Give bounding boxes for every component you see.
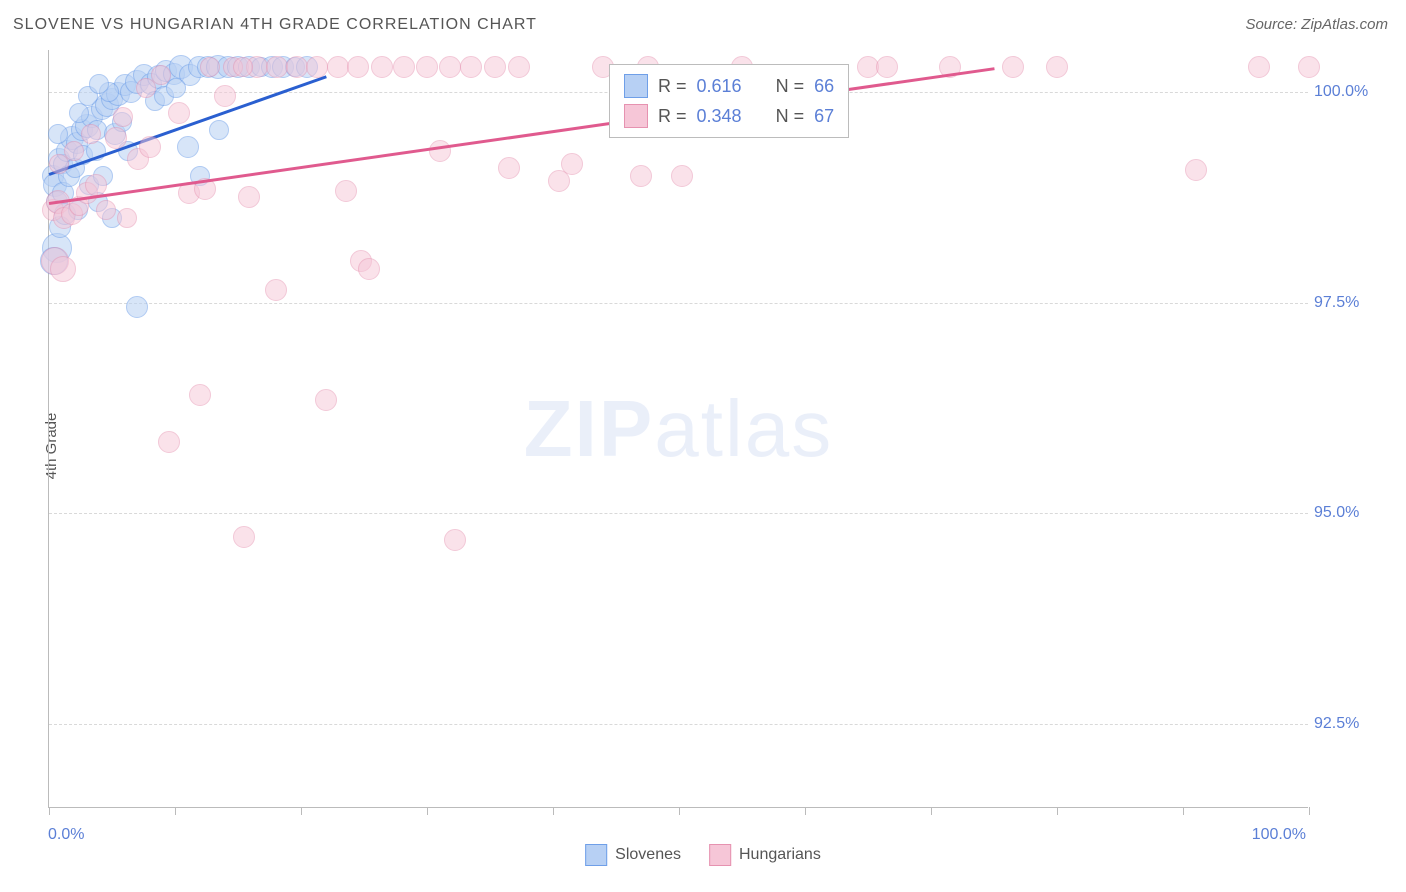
data-point [117, 208, 137, 228]
data-point [265, 279, 287, 301]
data-point [214, 85, 236, 107]
data-point [306, 56, 328, 78]
data-point [1248, 56, 1270, 78]
data-point [876, 56, 898, 78]
x-tick [175, 807, 176, 815]
data-point [1002, 56, 1024, 78]
y-tick-label: 100.0% [1314, 83, 1394, 101]
x-tick [427, 807, 428, 815]
legend-item-slovenes: Slovenes [585, 844, 681, 866]
legend-item-hungarians: Hungarians [709, 844, 821, 866]
data-point [286, 56, 308, 78]
x-axis-max-label: 100.0% [1252, 826, 1306, 844]
data-point [429, 140, 451, 162]
series-legend: Slovenes Hungarians [585, 844, 821, 866]
data-point [630, 165, 652, 187]
data-point [1185, 159, 1207, 181]
x-tick [1057, 807, 1058, 815]
gridline [49, 513, 1308, 514]
data-point [266, 56, 288, 78]
y-tick-label: 97.5% [1314, 294, 1394, 312]
stat-swatch-icon [624, 104, 648, 128]
data-point [416, 56, 438, 78]
data-point [105, 127, 127, 149]
stat-r-value: 0.348 [697, 106, 742, 127]
stat-row: R = 0.348 N = 67 [624, 101, 834, 131]
scatter-plot-area: ZIPatlas 92.5%95.0%97.5%100.0%R =0.616N … [48, 50, 1308, 808]
data-point [1298, 56, 1320, 78]
stat-n-value: 67 [814, 106, 834, 127]
correlation-stats-box: R = 0.616 N = 66 R = 0.348 N = 67 [609, 64, 849, 138]
x-tick [301, 807, 302, 815]
data-point [561, 153, 583, 175]
legend-swatch-icon [585, 844, 607, 866]
stat-n-label: N = [776, 106, 805, 127]
data-point [393, 56, 415, 78]
legend-swatch-icon [709, 844, 731, 866]
data-point [484, 56, 506, 78]
data-point [358, 258, 380, 280]
data-point [508, 56, 530, 78]
y-tick-label: 92.5% [1314, 715, 1394, 733]
data-point [460, 56, 482, 78]
chart-title: SLOVENE VS HUNGARIAN 4TH GRADE CORRELATI… [13, 16, 537, 34]
stat-r-label: R = [658, 106, 687, 127]
data-point [444, 529, 466, 551]
watermark-logo: ZIPatlas [524, 383, 833, 475]
data-point [139, 136, 161, 158]
legend-label: Hungarians [739, 846, 821, 863]
x-tick [805, 807, 806, 815]
data-point [439, 56, 461, 78]
data-point [96, 200, 116, 220]
source-attribution: Source: ZipAtlas.com [1245, 16, 1388, 33]
data-point [168, 102, 190, 124]
data-point [126, 296, 148, 318]
y-tick-label: 95.0% [1314, 504, 1394, 522]
x-axis-min-label: 0.0% [48, 826, 84, 844]
data-point [315, 389, 337, 411]
data-point [189, 384, 211, 406]
x-tick [49, 807, 50, 815]
data-point [498, 157, 520, 179]
stat-row: R = 0.616 N = 66 [624, 71, 834, 101]
x-tick [553, 807, 554, 815]
stat-swatch-icon [624, 74, 648, 98]
data-point [158, 431, 180, 453]
data-point [81, 124, 101, 144]
x-tick [679, 807, 680, 815]
data-point [1046, 56, 1068, 78]
data-point [113, 107, 133, 127]
data-point [233, 57, 253, 77]
data-point [64, 141, 84, 161]
data-point [347, 56, 369, 78]
x-tick [1309, 807, 1310, 815]
stat-r-value: 0.616 [697, 76, 742, 97]
data-point [48, 124, 68, 144]
data-point [671, 165, 693, 187]
data-point [371, 56, 393, 78]
stat-n-label: N = [776, 76, 805, 97]
data-point [151, 65, 171, 85]
data-point [177, 136, 199, 158]
data-point [209, 120, 229, 140]
gridline [49, 724, 1308, 725]
stat-r-label: R = [658, 76, 687, 97]
stat-n-value: 66 [814, 76, 834, 97]
data-point [335, 180, 357, 202]
data-point [200, 57, 220, 77]
legend-label: Slovenes [615, 846, 681, 863]
data-point [238, 186, 260, 208]
data-point [50, 256, 76, 282]
data-point [233, 526, 255, 548]
x-tick [931, 807, 932, 815]
data-point [327, 56, 349, 78]
x-tick [1183, 807, 1184, 815]
data-point [89, 74, 109, 94]
data-point [85, 174, 107, 196]
gridline [49, 303, 1308, 304]
